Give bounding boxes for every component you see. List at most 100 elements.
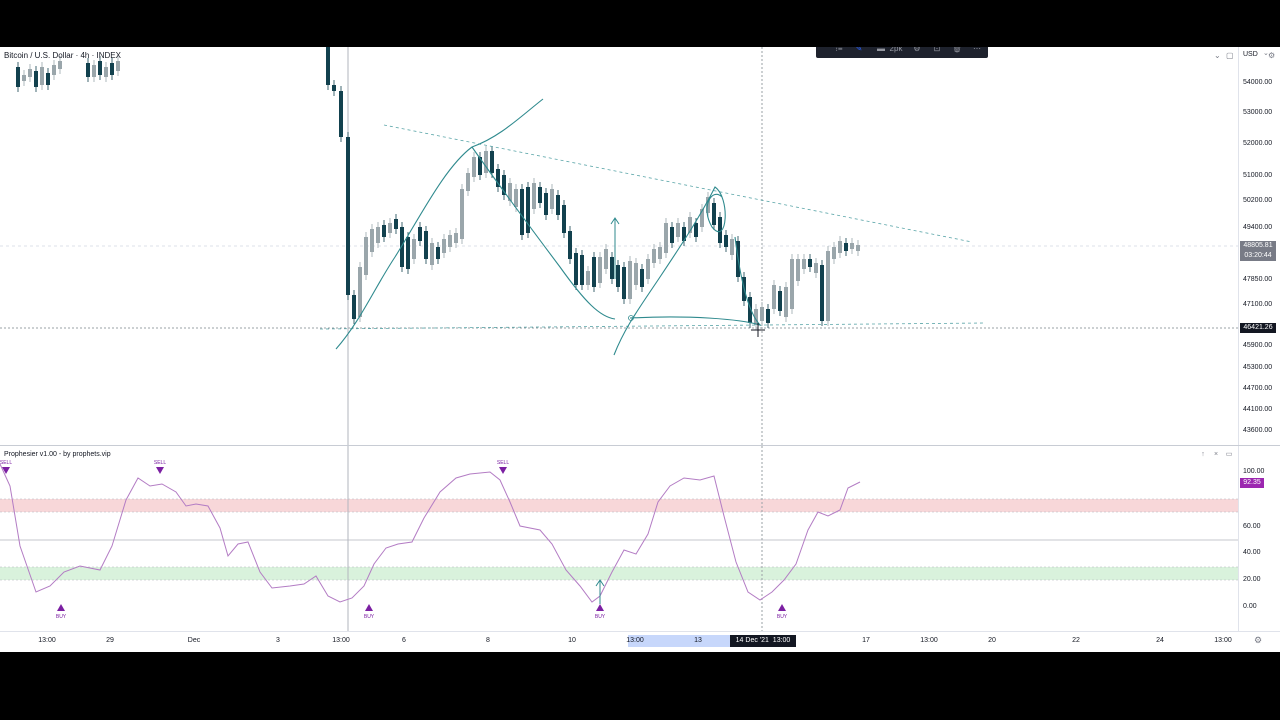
time-axis-label: 13:00 bbox=[1214, 637, 1232, 644]
last-price-value: 48805.81 bbox=[1243, 242, 1273, 249]
candle-body bbox=[562, 205, 566, 233]
bar-countdown: 03:20:44 bbox=[1244, 252, 1272, 259]
buy-signal-label: BUY bbox=[363, 614, 375, 620]
pane-divider[interactable] bbox=[0, 445, 1280, 446]
price-chart-canvas[interactable] bbox=[0, 47, 1238, 445]
indicator-value-label: 92.35 bbox=[1240, 478, 1264, 488]
candle-body bbox=[40, 67, 44, 85]
freehand-drawing-rally bbox=[613, 186, 726, 356]
overbought-zone bbox=[0, 499, 1238, 512]
buy-signal-label: BUY bbox=[55, 614, 67, 620]
candle-body bbox=[496, 169, 500, 187]
candle-body bbox=[598, 257, 602, 283]
candle-body bbox=[610, 257, 614, 279]
line-width-text[interactable]: 2pk bbox=[889, 47, 903, 53]
price-axis-label: 47850.00 bbox=[1243, 276, 1273, 283]
candle-body bbox=[58, 61, 62, 69]
candle-body bbox=[688, 217, 692, 233]
price-axis-label: 52000.00 bbox=[1243, 140, 1273, 147]
resistance-trendline bbox=[383, 124, 973, 243]
candle-body bbox=[430, 243, 434, 265]
buy-triangle-icon bbox=[365, 604, 373, 611]
candle-body bbox=[532, 183, 536, 209]
sell-signal-label: SELL bbox=[153, 460, 167, 466]
lock-icon[interactable]: ⊡ bbox=[933, 47, 941, 53]
candle-body bbox=[104, 67, 108, 77]
candle-body bbox=[622, 267, 626, 299]
buy-triangle-icon bbox=[57, 604, 65, 611]
candle-body bbox=[718, 217, 722, 243]
candle-body bbox=[544, 193, 548, 215]
crosshair-hour: 13:00 bbox=[772, 637, 791, 644]
candle-body bbox=[790, 259, 794, 309]
brush-color-icon[interactable]: ✎ bbox=[855, 47, 863, 53]
candle-body bbox=[604, 249, 608, 269]
more-icon[interactable]: ⋯ bbox=[973, 47, 981, 53]
candle-body bbox=[664, 223, 668, 253]
price-axis-label: 43600.00 bbox=[1243, 427, 1273, 434]
candle-body bbox=[448, 235, 452, 247]
candle-body bbox=[694, 223, 698, 237]
time-axis[interactable] bbox=[0, 631, 1280, 652]
settings-small-icon[interactable]: ⚙ bbox=[1268, 51, 1276, 60]
last-price-label: 48805.81 03:20:44 bbox=[1240, 241, 1276, 261]
candle-body bbox=[670, 227, 674, 243]
time-axis-label: 3 bbox=[276, 637, 280, 644]
sell-signal-label: SELL bbox=[0, 460, 13, 466]
candle-body bbox=[22, 75, 26, 81]
drawing-toolbar: ⁝≡ ✎ ▬ 2pk ⚙ ⊡ 🗑 ⋯ bbox=[816, 47, 988, 58]
move-up-icon[interactable]: ↑ bbox=[1201, 451, 1205, 458]
freehand-drawing-up bbox=[335, 98, 544, 350]
candle-body bbox=[502, 175, 506, 195]
chevron-down-icon[interactable]: ⌄ bbox=[1263, 50, 1269, 57]
price-axis[interactable]: USD ⌄ bbox=[1238, 47, 1280, 445]
indicator-title[interactable]: Prophesier v1.00 - by prophets.vip bbox=[4, 451, 111, 458]
symbol-title[interactable]: Bitcoin / U.S. Dollar · 4h · INDEX bbox=[4, 51, 121, 60]
price-axis-label: 54000.00 bbox=[1243, 79, 1273, 86]
candle-body bbox=[364, 237, 368, 275]
time-axis-label: 24 bbox=[1156, 637, 1164, 644]
indicator-canvas[interactable] bbox=[0, 446, 1238, 631]
candle-body bbox=[52, 65, 56, 75]
chart-settings-icon[interactable]: ⚙ bbox=[1254, 635, 1263, 645]
line-width-icon[interactable]: ▬ bbox=[877, 47, 885, 53]
candle-body bbox=[400, 227, 404, 267]
price-axis-label: 50200.00 bbox=[1243, 197, 1273, 204]
crosshair-cursor-icon bbox=[751, 323, 765, 337]
candle-body bbox=[724, 235, 728, 247]
fullscreen-icon[interactable]: ▢ bbox=[1226, 51, 1234, 60]
collapse-chevron-icon[interactable]: ⌄ bbox=[1214, 51, 1221, 60]
time-axis-label: 10 bbox=[568, 637, 576, 644]
template-icon[interactable]: ⁝≡ bbox=[835, 47, 843, 53]
candle-body bbox=[332, 85, 336, 91]
currency-label[interactable]: USD bbox=[1243, 51, 1258, 58]
freehand-drawing-bottom bbox=[629, 236, 762, 327]
candle-body bbox=[538, 187, 542, 203]
candle-body bbox=[478, 157, 482, 175]
price-axis-label: 44700.00 bbox=[1243, 385, 1273, 392]
indicator-axis-label: 60.00 bbox=[1243, 523, 1261, 530]
delete-icon[interactable]: 🗑 bbox=[951, 47, 963, 53]
buy-signal-label: BUY bbox=[594, 614, 606, 620]
candle-body bbox=[484, 151, 488, 173]
candle-body bbox=[652, 249, 656, 263]
time-axis-label: 13:00 bbox=[920, 637, 938, 644]
close-icon[interactable]: × bbox=[1213, 451, 1219, 458]
freehand-arrow-icon bbox=[595, 579, 605, 587]
candle-body bbox=[856, 245, 860, 251]
time-axis-label: 20 bbox=[988, 637, 996, 644]
candle-body bbox=[616, 265, 620, 287]
candle-body bbox=[784, 287, 788, 317]
settings-icon[interactable]: ⚙ bbox=[913, 47, 921, 53]
candle-body bbox=[508, 183, 512, 201]
candle-body bbox=[526, 187, 530, 233]
candle-body bbox=[472, 157, 476, 177]
time-axis-label: 13:00 bbox=[332, 637, 350, 644]
sell-triangle-icon bbox=[2, 467, 10, 474]
candle-body bbox=[98, 61, 102, 75]
maximize-icon[interactable]: ▭ bbox=[1225, 451, 1233, 458]
time-axis-label: 22 bbox=[1072, 637, 1080, 644]
time-axis-label: Dec bbox=[187, 637, 201, 644]
indicator-axis[interactable] bbox=[1238, 446, 1280, 631]
candle-body bbox=[640, 269, 644, 287]
